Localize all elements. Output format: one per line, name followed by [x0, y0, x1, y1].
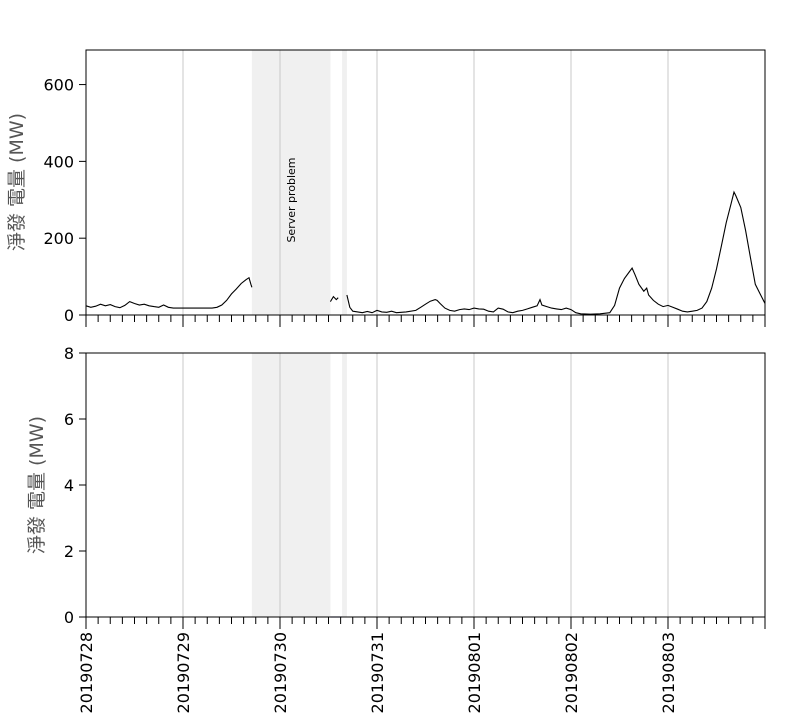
y-axis-label: 淨發 電量 (MW): [26, 416, 48, 554]
x-tick-label-5: 20190802: [562, 632, 581, 713]
shaded-region-0: [251, 50, 331, 315]
shaded-region-1: [342, 50, 347, 315]
x-axis-date-labels: 20190728 20190729 20190730 20190731 20190801…: [77, 632, 678, 713]
x-tick-label-4: 20190801: [465, 632, 484, 713]
plot-frame: [85, 352, 766, 618]
y-tick-label-2: 4: [64, 476, 74, 495]
y-tick-label-1: 200: [43, 229, 74, 248]
y-tick-label-3: 600: [43, 76, 74, 95]
y-tick-label-0: 0: [64, 608, 74, 627]
plot-frame: [85, 49, 766, 316]
y-axis-label: 淨發 電量 (MW): [6, 113, 28, 251]
y-tick-label-0: 0: [64, 306, 74, 325]
shaded-region-1: [342, 353, 347, 617]
x-tick-label-0: 20190728: [77, 632, 96, 713]
x-tick-label-6: 20190803: [659, 632, 678, 713]
y-tick-label-4: 8: [64, 344, 74, 363]
x-tick-label-3: 20190731: [368, 632, 387, 713]
series-line-segment-0-1: [329, 295, 339, 302]
top-chart-panel: Server problem 0 200 400 600 淨發 電量 (MW): [6, 49, 766, 327]
annotation-server-problem: Server problem: [285, 157, 298, 242]
y-tick-label-3: 6: [64, 410, 74, 429]
series-line-segment-0-0: [85, 276, 253, 309]
y-tick-label-2: 400: [43, 152, 74, 171]
x-tick-label-1: 20190729: [174, 632, 193, 713]
series-line-segment-0-2: [346, 190, 766, 315]
y-tick-label-1: 2: [64, 542, 74, 561]
bottom-chart-panel: 0 2 4 6 8 淨發 電量 (MW): [26, 344, 766, 629]
x-tick-label-2: 20190730: [271, 632, 290, 713]
shaded-region-0: [251, 353, 331, 617]
